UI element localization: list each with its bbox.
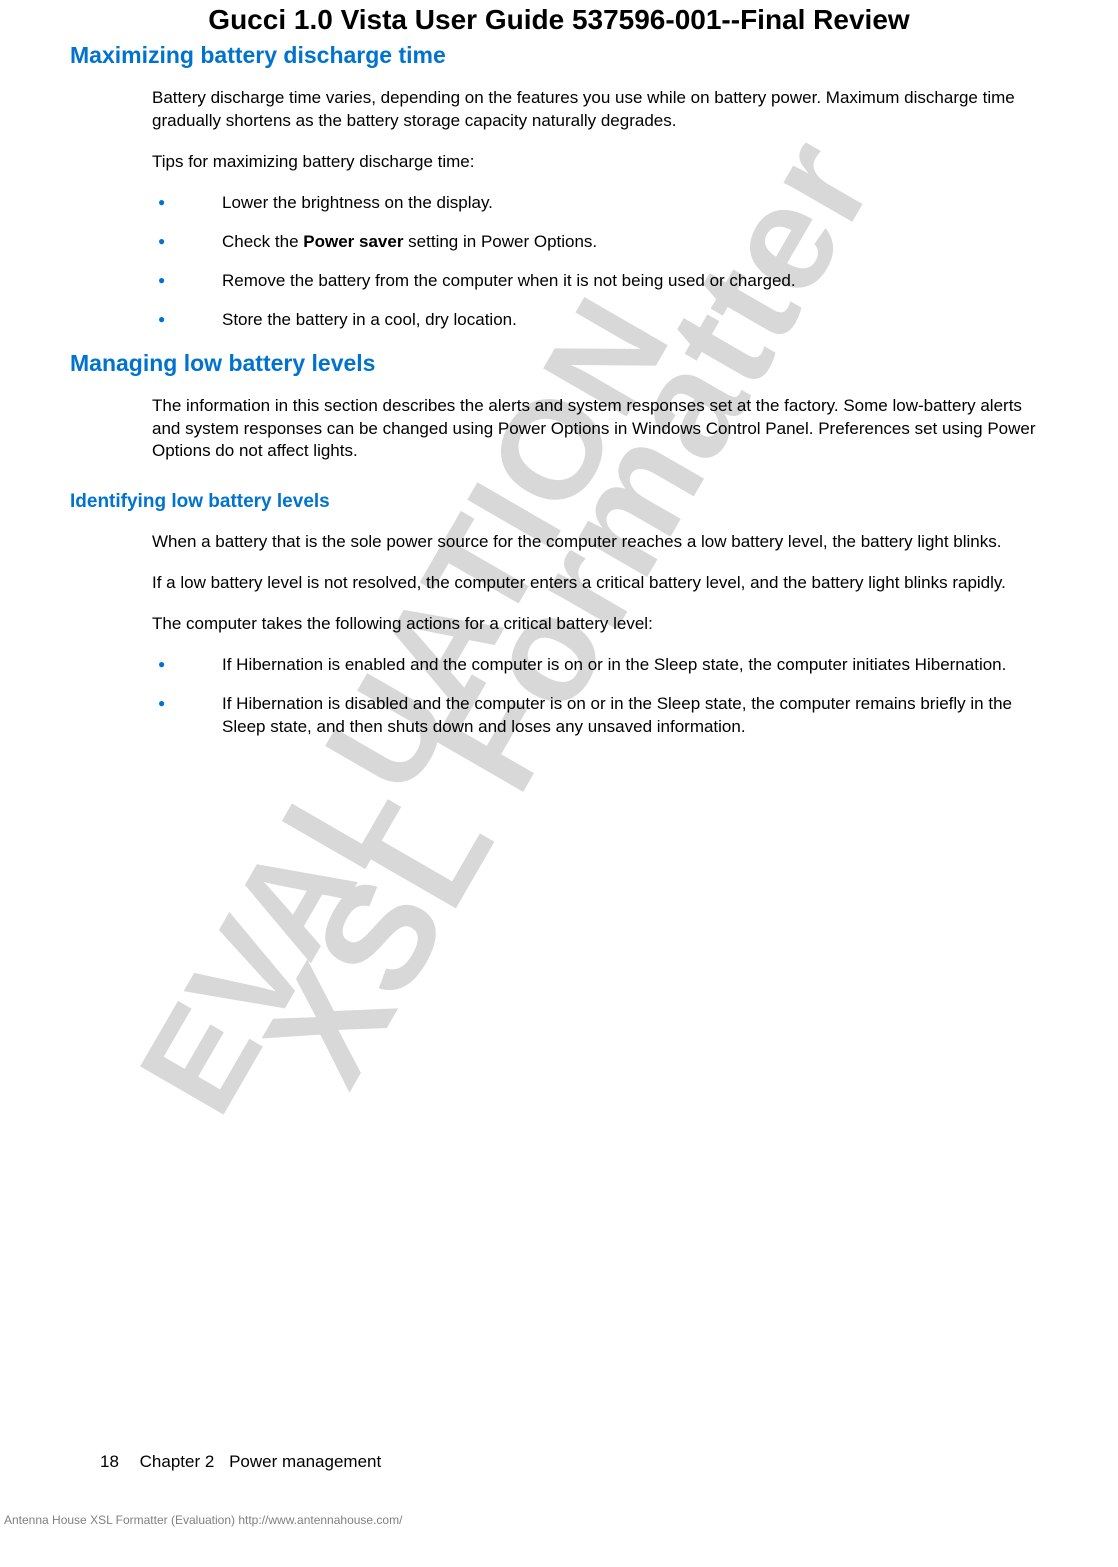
page-number: 18	[100, 1452, 119, 1471]
section1-para1: Battery discharge time varies, depending…	[152, 87, 1048, 133]
heading-managing-low-battery: Managing low battery levels	[70, 350, 1048, 377]
formatter-credit: Antenna House XSL Formatter (Evaluation)…	[4, 1513, 402, 1527]
page-content: Gucci 1.0 Vista User Guide 537596-001--F…	[0, 4, 1118, 739]
chapter-label: Chapter 2	[140, 1452, 215, 1471]
section3-para2: If a low battery level is not resolved, …	[152, 572, 1048, 595]
chapter-title: Power management	[229, 1452, 381, 1471]
page-footer: 18 Chapter 2 Power management	[100, 1452, 381, 1472]
section2-body: The information in this section describe…	[152, 395, 1048, 464]
section3-para3: The computer takes the following actions…	[152, 613, 1048, 636]
section3-para1: When a battery that is the sole power so…	[152, 531, 1048, 554]
document-title: Gucci 1.0 Vista User Guide 537596-001--F…	[70, 4, 1048, 36]
bullet-text-suffix: setting in Power Options.	[403, 232, 597, 251]
section3-bullets: If Hibernation is enabled and the comput…	[152, 654, 1048, 739]
list-item: If Hibernation is disabled and the compu…	[152, 693, 1048, 739]
list-item: Store the battery in a cool, dry locatio…	[152, 309, 1048, 332]
list-item: Remove the battery from the computer whe…	[152, 270, 1048, 293]
list-item: If Hibernation is enabled and the comput…	[152, 654, 1048, 677]
section3-body: When a battery that is the sole power so…	[152, 531, 1048, 739]
heading-maximizing-battery: Maximizing battery discharge time	[70, 42, 1048, 69]
section1-bullets: Lower the brightness on the display. Che…	[152, 192, 1048, 332]
heading-identifying-low-battery: Identifying low battery levels	[70, 491, 1048, 513]
bullet-text-prefix: Check the	[222, 232, 303, 251]
section1-body: Battery discharge time varies, depending…	[152, 87, 1048, 332]
bullet-text-bold: Power saver	[303, 232, 403, 251]
section1-para2: Tips for maximizing battery discharge ti…	[152, 151, 1048, 174]
section2-para1: The information in this section describe…	[152, 395, 1048, 464]
list-item: Check the Power saver setting in Power O…	[152, 231, 1048, 254]
list-item: Lower the brightness on the display.	[152, 192, 1048, 215]
